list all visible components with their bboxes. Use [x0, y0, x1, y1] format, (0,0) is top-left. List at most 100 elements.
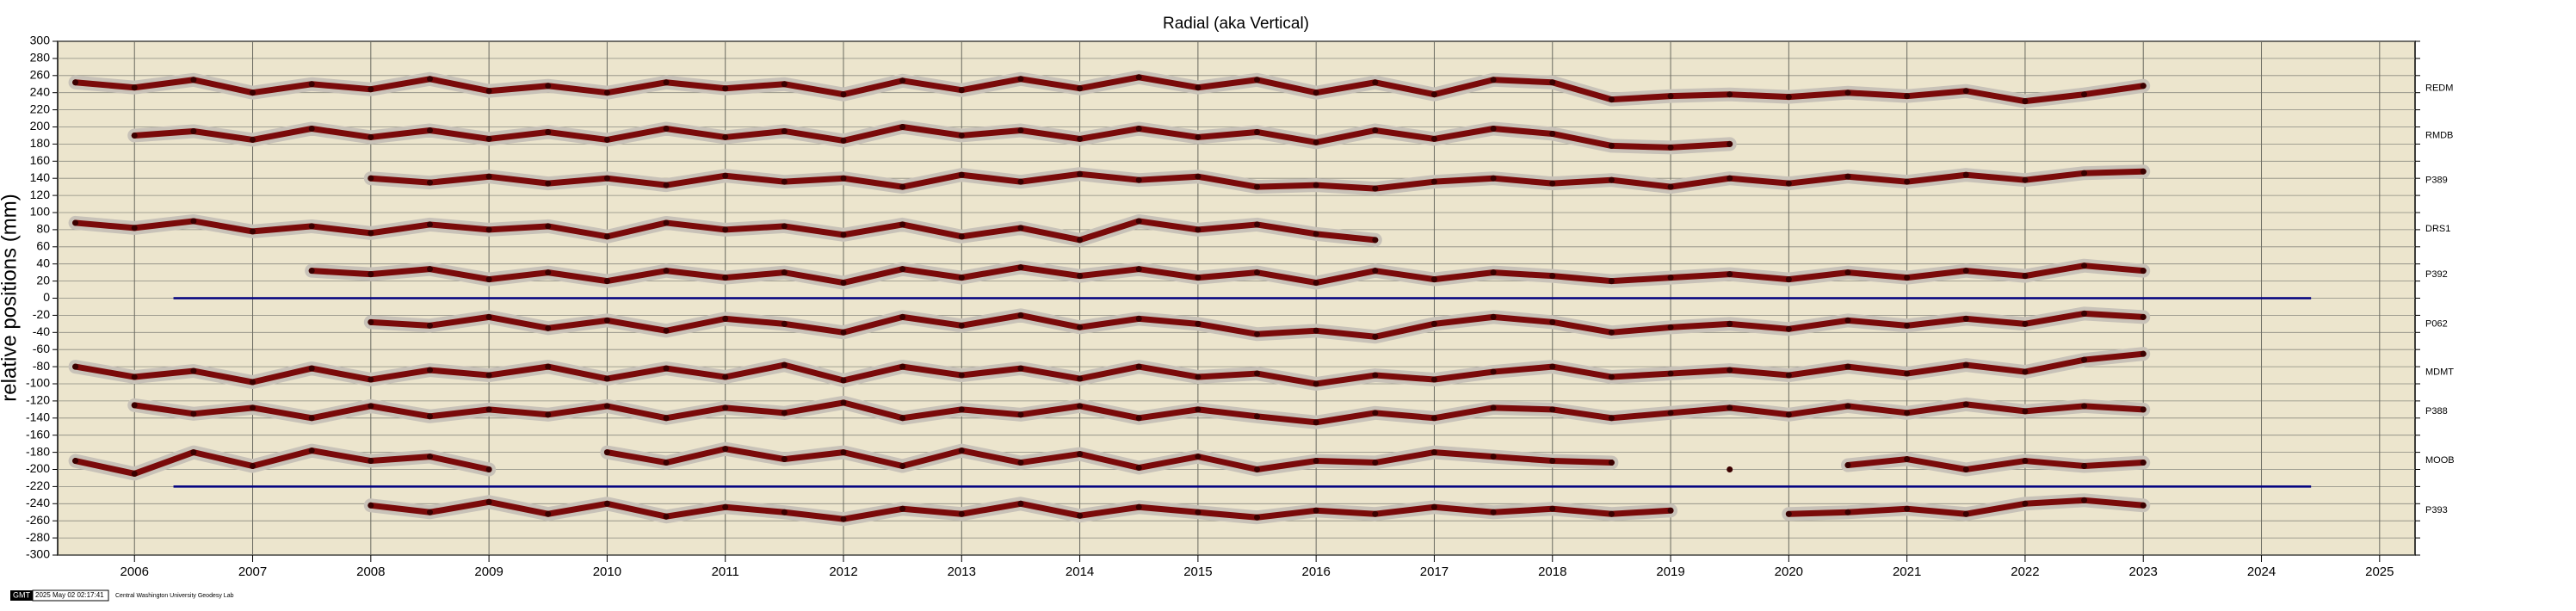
data-point — [1608, 373, 1615, 380]
data-point — [1904, 93, 1911, 100]
data-point — [426, 322, 433, 329]
data-point — [1727, 140, 1733, 147]
data-point — [368, 230, 374, 237]
data-point — [72, 219, 79, 226]
data-point — [72, 363, 79, 370]
series-line — [72, 74, 2147, 105]
data-point — [1254, 330, 1261, 337]
data-point — [899, 463, 906, 470]
data-point — [1135, 465, 1142, 472]
data-point — [1490, 269, 1497, 276]
data-point — [485, 88, 492, 95]
data-point — [2022, 368, 2029, 375]
data-point — [2081, 356, 2088, 363]
data-point — [1372, 372, 1379, 379]
data-point — [250, 404, 256, 411]
data-point — [2140, 83, 2147, 89]
data-point — [190, 127, 197, 134]
data-point — [899, 77, 906, 84]
data-point — [131, 132, 138, 139]
data-point — [545, 363, 552, 370]
data-point — [1430, 320, 1437, 327]
data-point — [1430, 503, 1437, 510]
data-point — [190, 367, 197, 374]
data-point — [958, 171, 965, 178]
y-tick-label: -200 — [26, 461, 50, 475]
data-point — [1549, 318, 1556, 325]
data-point — [781, 81, 788, 88]
data-point — [1313, 380, 1319, 387]
data-point — [72, 458, 79, 465]
data-point — [1844, 89, 1851, 96]
data-point — [603, 317, 610, 324]
data-point — [1017, 312, 1024, 318]
data-point — [1372, 333, 1379, 340]
data-point — [1017, 411, 1024, 418]
y-tick-label: 120 — [30, 188, 51, 201]
data-point — [840, 399, 847, 406]
y-tick-label: 140 — [30, 170, 51, 184]
data-point — [1962, 268, 1969, 275]
data-point — [368, 175, 374, 182]
data-point — [1844, 462, 1851, 469]
x-tick-label: 2021 — [1893, 565, 1921, 579]
data-point — [368, 403, 374, 410]
data-point — [722, 226, 729, 233]
data-point — [1077, 85, 1084, 92]
data-point — [308, 365, 315, 372]
data-point — [1372, 410, 1379, 417]
data-point — [1313, 419, 1319, 426]
y-tick-label: 260 — [30, 68, 51, 82]
data-point — [1077, 451, 1084, 458]
data-point — [1017, 76, 1024, 83]
data-point — [308, 268, 315, 275]
series-label: MDMT — [2425, 367, 2454, 377]
data-point — [426, 509, 433, 515]
data-point — [1667, 93, 1674, 100]
data-point — [131, 84, 138, 91]
data-point — [840, 449, 847, 456]
data-point — [190, 449, 197, 456]
data-point — [72, 79, 79, 86]
data-point — [308, 447, 315, 454]
data-point — [2081, 403, 2088, 410]
data-point — [1904, 505, 1911, 512]
data-point — [545, 83, 552, 89]
data-point — [1608, 510, 1615, 517]
y-tick-label: -60 — [33, 342, 50, 355]
data-point — [1195, 84, 1202, 91]
data-point — [1430, 91, 1437, 98]
data-point — [131, 373, 138, 380]
data-point — [840, 137, 847, 144]
data-point — [1135, 363, 1142, 370]
data-point — [1077, 237, 1084, 244]
data-point — [1254, 128, 1261, 135]
data-point — [1844, 363, 1851, 370]
data-point — [545, 128, 552, 135]
data-point — [663, 268, 670, 275]
x-tick-label: 2014 — [1066, 565, 1094, 579]
data-point — [1962, 88, 1969, 95]
chart-title: Radial (aka Vertical) — [1163, 15, 1309, 33]
data-point — [368, 376, 374, 383]
y-tick-label: 300 — [30, 34, 51, 47]
data-point — [1195, 173, 1202, 180]
x-tick-label: 2009 — [474, 565, 503, 579]
data-point — [1549, 363, 1556, 370]
data-point — [1844, 317, 1851, 324]
data-point — [958, 510, 965, 517]
data-point — [485, 313, 492, 320]
gmt-logo: GMT — [13, 590, 30, 599]
data-point — [663, 513, 670, 520]
series-label: P393 — [2425, 505, 2448, 515]
data-point — [545, 180, 552, 187]
data-point — [1904, 178, 1911, 185]
data-point — [1313, 507, 1319, 514]
data-point — [190, 218, 197, 225]
data-point — [545, 510, 552, 517]
y-tick-label: 220 — [30, 102, 51, 115]
data-point — [1844, 403, 1851, 410]
data-point — [603, 500, 610, 507]
data-point — [485, 466, 492, 472]
data-point — [1313, 231, 1319, 238]
